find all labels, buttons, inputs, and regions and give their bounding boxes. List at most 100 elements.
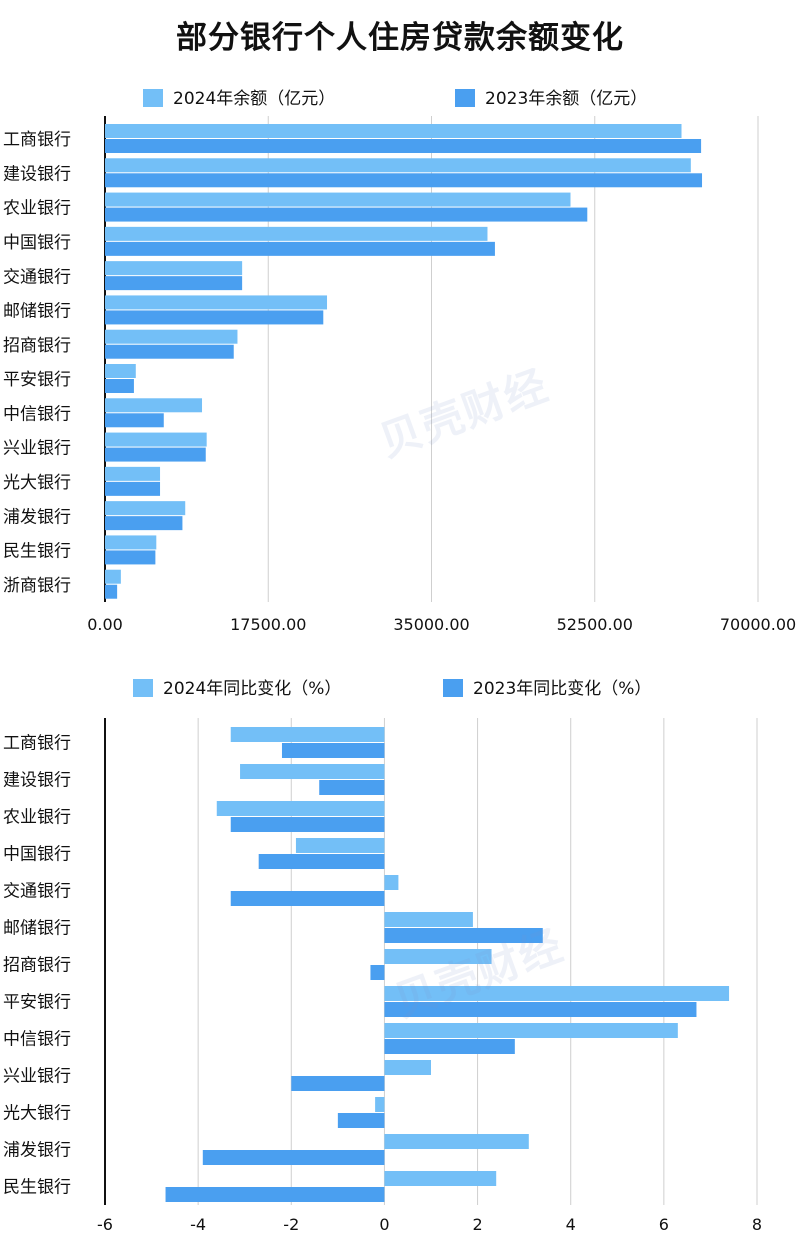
bar-1-0-3 — [295, 838, 385, 853]
category-label: 光大银行 — [3, 473, 71, 493]
bar-1-0-2 — [216, 801, 385, 816]
bar-1-0-11 — [384, 1134, 529, 1149]
bar-0-0-10 — [105, 466, 161, 481]
x-tick-label: 4 — [566, 1215, 576, 1234]
category-label: 中国银行 — [3, 233, 71, 253]
bar-1-0-6 — [384, 949, 492, 964]
bar-1-0-5 — [384, 912, 473, 927]
category-label: 光大银行 — [3, 1104, 71, 1124]
category-label: 民生银行 — [3, 542, 71, 562]
bar-1-0-1 — [240, 764, 385, 779]
legend-label-1-0: 2024年同比变化（%） — [163, 679, 341, 699]
category-label: 中信银行 — [3, 404, 71, 424]
bar-1-1-1 — [319, 780, 385, 795]
category-label: 浦发银行 — [3, 1141, 71, 1161]
bar-0-0-0 — [105, 124, 682, 138]
x-tick-label: 70000.00 — [720, 615, 796, 634]
legend-label-0-1: 2023年余额（亿元） — [485, 89, 647, 109]
bar-0-0-9 — [105, 432, 207, 447]
bar-0-1-12 — [105, 550, 156, 565]
bar-0-0-6 — [105, 329, 238, 344]
category-label: 交通银行 — [3, 882, 71, 902]
category-label: 平安银行 — [3, 370, 71, 390]
bar-1-1-9 — [291, 1076, 385, 1091]
category-label: 工商银行 — [3, 130, 71, 150]
bar-1-1-10 — [337, 1113, 385, 1128]
x-tick-label: -4 — [190, 1215, 206, 1234]
bar-0-1-5 — [105, 310, 324, 325]
x-tick-label: 8 — [752, 1215, 762, 1234]
category-label: 建设银行 — [3, 771, 71, 791]
category-label: 兴业银行 — [3, 1067, 71, 1087]
x-tick-label: 0.00 — [87, 615, 123, 634]
legend-label-1-1: 2023年同比变化（%） — [473, 679, 651, 699]
bar-0-0-1 — [105, 158, 691, 173]
yoy-change-chart: 2024年同比变化（%） 2023年同比变化（%） -6 -4 -2 0 2 4 6 8 工商银行建… — [3, 679, 762, 1234]
x-tick-label: 0 — [379, 1215, 389, 1234]
bar-1-0-9 — [384, 1060, 431, 1075]
category-label: 农业银行 — [3, 199, 71, 219]
bar-0-1-1 — [105, 173, 703, 188]
x-tick-label: -6 — [97, 1215, 113, 1234]
x-tick-label: 6 — [659, 1215, 669, 1234]
bar-0-1-2 — [105, 207, 588, 222]
category-label: 交通银行 — [3, 267, 71, 287]
bar-0-1-4 — [105, 276, 243, 291]
category-label: 工商银行 — [3, 734, 71, 754]
x-tick-label: 35000.00 — [393, 615, 469, 634]
bar-0-0-8 — [105, 398, 203, 413]
category-label: 招商银行 — [3, 956, 71, 976]
chart-title: 部分银行个人住房贷款余额变化 — [176, 20, 624, 56]
bar-0-0-3 — [105, 226, 488, 241]
bar-1-0-10 — [375, 1097, 385, 1112]
bar-1-1-11 — [202, 1150, 385, 1165]
bar-0-1-8 — [105, 413, 164, 428]
bar-1-1-5 — [384, 928, 543, 943]
bar-1-1-6 — [370, 965, 385, 980]
category-label: 民生银行 — [3, 1178, 71, 1198]
bar-0-0-2 — [105, 192, 571, 207]
bar-0-1-11 — [105, 516, 183, 531]
bar-0-0-5 — [105, 295, 328, 310]
bar-0-1-3 — [105, 241, 495, 256]
legend-label-0-0: 2024年余额（亿元） — [173, 89, 335, 109]
bar-1-1-0 — [281, 743, 385, 758]
category-label: 建设银行 — [3, 164, 71, 184]
legend-swatch-1-1 — [443, 679, 463, 697]
x-tick-label: 17500.00 — [230, 615, 306, 634]
bar-0-1-7 — [105, 379, 134, 393]
x-tick-label: 2 — [472, 1215, 482, 1234]
legend-swatch-1-0 — [133, 679, 153, 697]
bar-0-0-4 — [105, 261, 243, 276]
x-tick-label: -2 — [283, 1215, 299, 1234]
bar-1-1-4 — [230, 891, 385, 906]
category-label: 农业银行 — [3, 808, 71, 828]
bar-1-1-12 — [165, 1187, 385, 1202]
category-label: 邮储银行 — [3, 919, 71, 939]
category-label: 兴业银行 — [3, 439, 71, 459]
bar-1-0-0 — [230, 727, 385, 742]
category-label: 浦发银行 — [3, 507, 71, 527]
legend-swatch-0-1 — [455, 89, 475, 107]
category-label: 中信银行 — [3, 1030, 71, 1050]
bar-0-0-11 — [105, 501, 186, 516]
category-label: 邮储银行 — [3, 302, 71, 322]
bar-0-1-9 — [105, 447, 206, 462]
category-label: 招商银行 — [3, 336, 71, 356]
bar-0-0-7 — [105, 364, 136, 378]
bar-1-1-3 — [258, 854, 385, 869]
category-label: 平安银行 — [3, 993, 71, 1013]
bar-0-1-13 — [105, 584, 118, 599]
bar-1-0-4 — [384, 875, 399, 890]
bar-0-1-6 — [105, 344, 234, 359]
bar-1-0-7 — [384, 986, 730, 1001]
bar-1-0-8 — [384, 1023, 678, 1038]
bar-0-1-10 — [105, 481, 161, 496]
x-tick-label: 52500.00 — [557, 615, 633, 634]
bar-1-1-7 — [384, 1002, 697, 1017]
legend-swatch-0-0 — [143, 89, 163, 107]
category-label: 中国银行 — [3, 845, 71, 865]
bar-1-1-8 — [384, 1039, 515, 1054]
bar-0-0-13 — [105, 569, 121, 584]
bar-1-0-12 — [384, 1171, 497, 1186]
